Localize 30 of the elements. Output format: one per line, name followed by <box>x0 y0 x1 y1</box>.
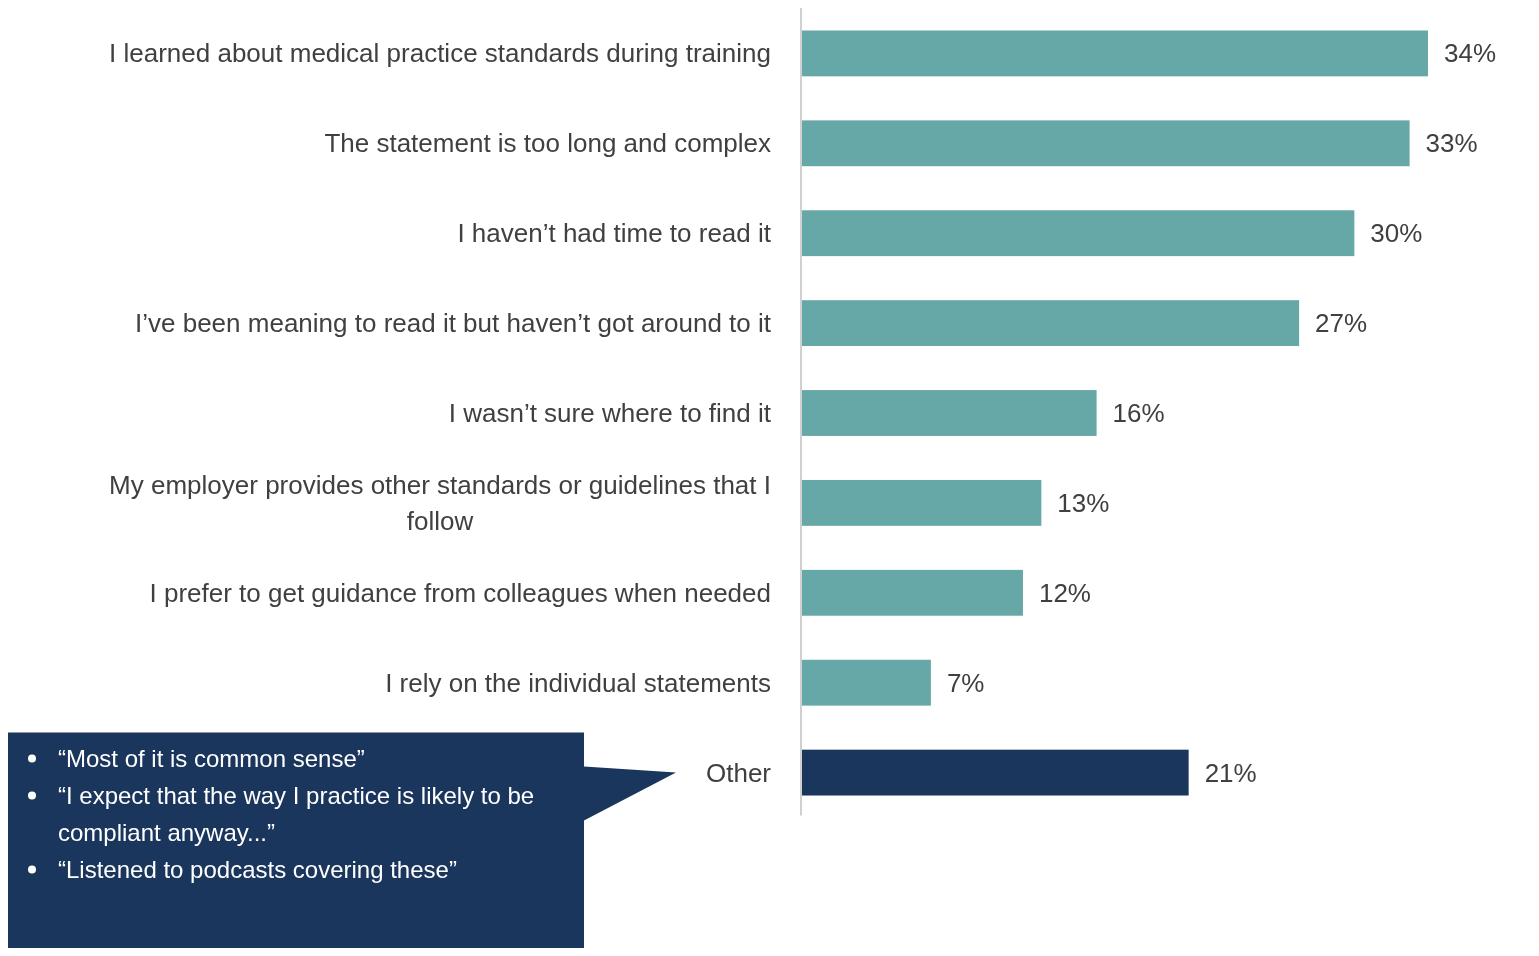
bar <box>802 120 1410 167</box>
data-label: 16% <box>1112 398 1165 428</box>
text: “Most of it is common sense” <box>58 744 365 772</box>
data-label: 27% <box>1315 308 1368 339</box>
y-tick-label: I rely on the individual statements <box>385 667 771 698</box>
y-tick-label: The statement is too long and complex <box>324 128 771 159</box>
bar <box>802 749 1189 796</box>
bar <box>802 569 1023 616</box>
data-label: 12% <box>1038 577 1091 608</box>
y-tick-label: I’ve been meaning to read it but haven’t got around to it <box>135 308 772 339</box>
data-label: 30% <box>1370 218 1423 249</box>
text: “Listened to podcasts covering these” <box>58 855 457 883</box>
y-tick-label: I haven’t had time to read it <box>457 218 772 249</box>
bar <box>802 390 1097 436</box>
text: “I expect that the way I practice is likely to be compliant anyway...” <box>58 781 535 846</box>
y-tick-label: Other <box>705 757 772 788</box>
bar <box>802 479 1042 526</box>
bar <box>802 30 1428 77</box>
data-label: 21% <box>1204 757 1257 788</box>
data-label: 33% <box>1425 128 1478 159</box>
y-tick-label: I learned about medical practice standards during training <box>109 38 771 69</box>
data-label: 13% <box>1057 487 1110 518</box>
y-tick-label: I prefer to get guidance from colleagues when needed <box>149 577 771 608</box>
data-label: 7% <box>946 667 985 698</box>
bar <box>802 300 1300 347</box>
y-tick-label: My employer provides other standards or guidelines that I follow <box>109 469 772 536</box>
bar <box>802 210 1355 257</box>
data-label: 34% <box>1444 38 1497 69</box>
y-tick-label: I wasn’t sure where to find it <box>448 398 772 428</box>
bar <box>802 659 931 706</box>
